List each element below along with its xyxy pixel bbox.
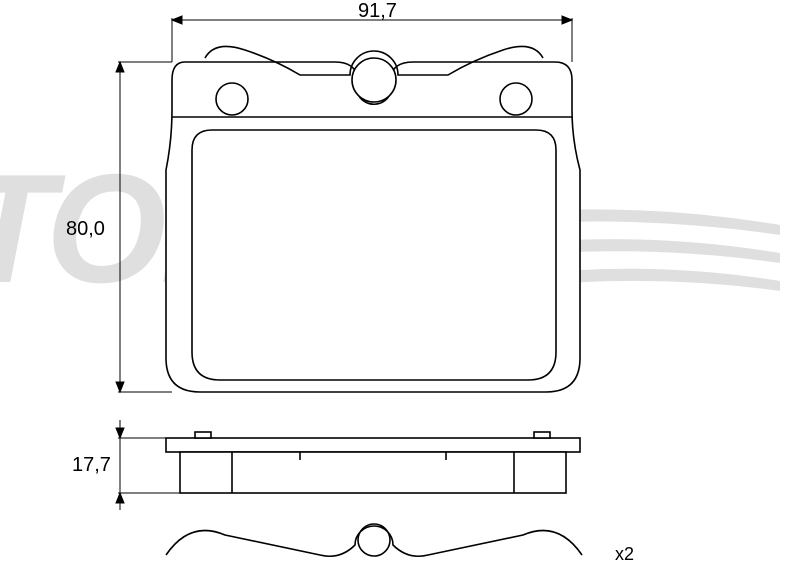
height-dimension	[116, 62, 172, 392]
spring-clip	[166, 524, 582, 556]
quantity-label: x2	[615, 544, 634, 565]
brake-pad-front	[166, 46, 580, 392]
thickness-dimension	[116, 420, 180, 510]
brake-pad-side	[166, 432, 580, 493]
thickness-label: 17,7	[72, 454, 111, 477]
technical-drawing	[0, 0, 786, 586]
diagram-canvas: TOMEX brakes	[0, 0, 786, 586]
width-label: 91,7	[358, 0, 397, 23]
height-label: 80,0	[66, 218, 105, 241]
